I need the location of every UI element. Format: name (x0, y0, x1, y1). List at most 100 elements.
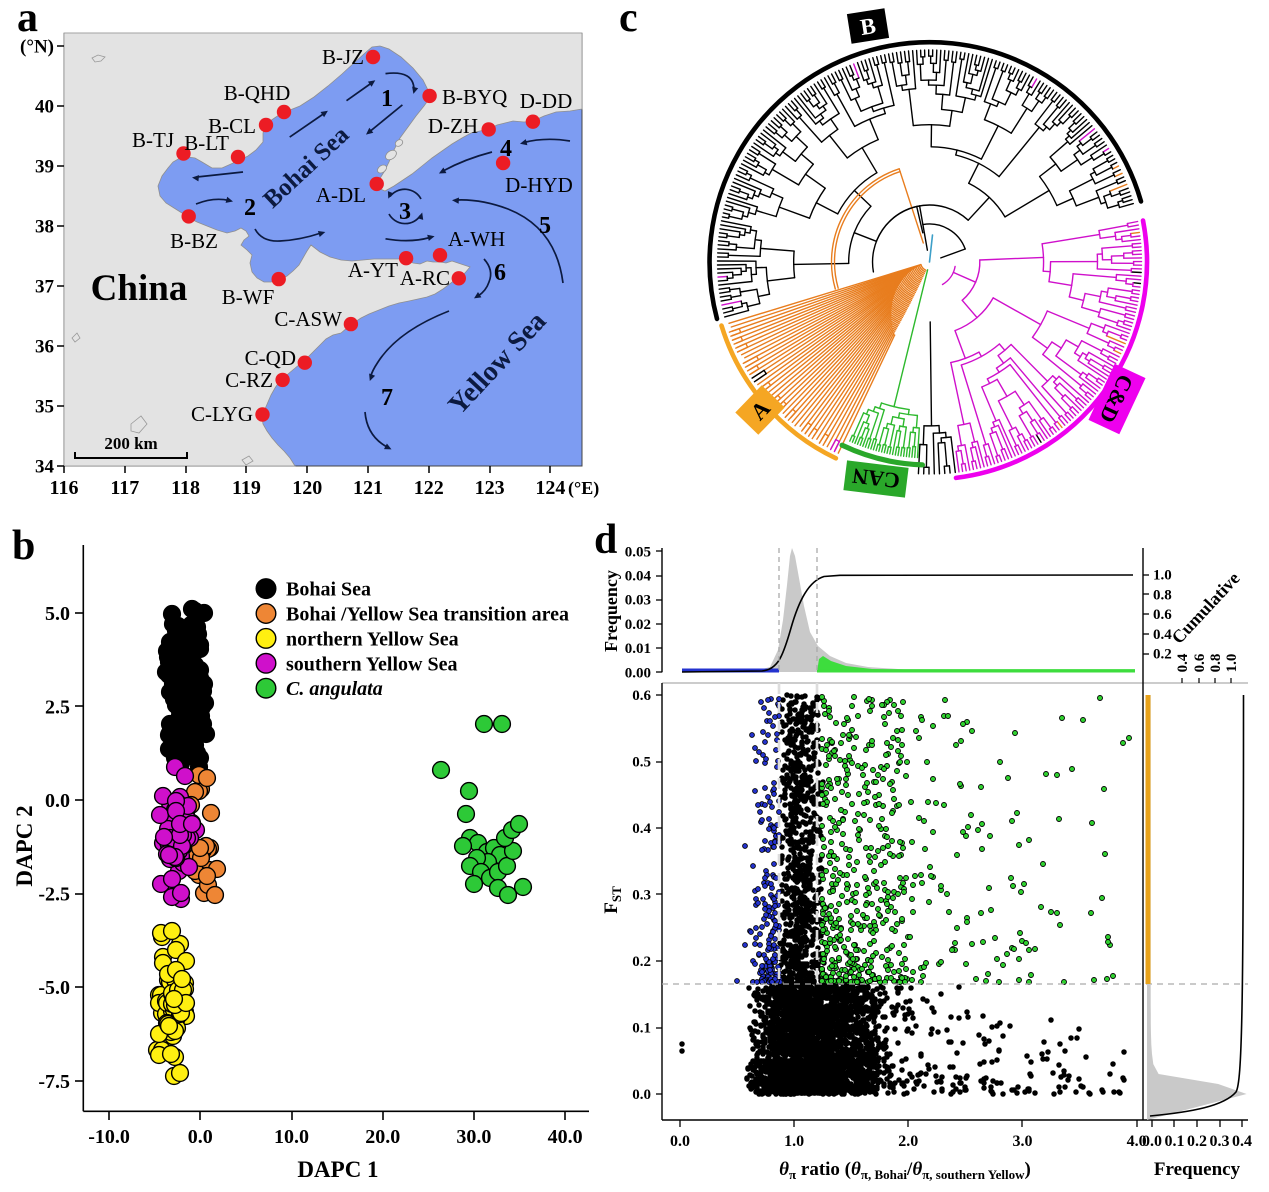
svg-text:0.0: 0.0 (632, 1087, 651, 1103)
svg-text:0.00: 0.00 (625, 665, 651, 681)
svg-text:34: 34 (35, 457, 55, 478)
svg-text:0.4: 0.4 (1175, 653, 1191, 672)
svg-text:A-RC: A-RC (400, 266, 450, 290)
svg-text:0.0: 0.0 (1142, 1133, 1162, 1150)
svg-text:-10.0: -10.0 (88, 1126, 130, 1148)
svg-text:0.2: 0.2 (1153, 647, 1172, 663)
svg-text:2.5: 2.5 (45, 696, 70, 718)
svg-text:B-JZ: B-JZ (322, 45, 364, 69)
svg-text:Frequency: Frequency (601, 570, 621, 652)
svg-text:6: 6 (494, 260, 506, 286)
svg-text:0.1: 0.1 (632, 1021, 651, 1037)
svg-text:Cumulative: Cumulative (1168, 568, 1244, 647)
svg-text:35: 35 (35, 397, 54, 418)
svg-text:FST: FST (601, 886, 624, 914)
svg-text:124: 124 (535, 477, 565, 499)
svg-text:B: B (859, 13, 878, 40)
svg-text:4.0: 4.0 (1127, 1133, 1147, 1150)
svg-text:37: 37 (35, 277, 55, 298)
svg-text:-7.5: -7.5 (38, 1071, 70, 1093)
svg-text:DAPC 2: DAPC 2 (12, 805, 37, 886)
svg-text:-5.0: -5.0 (38, 977, 70, 999)
svg-text:4: 4 (500, 136, 512, 162)
svg-text:0.1: 0.1 (1165, 1133, 1185, 1150)
svg-text:0.03: 0.03 (625, 593, 651, 609)
svg-text:1.0: 1.0 (1153, 568, 1172, 584)
svg-text:DAPC 1: DAPC 1 (297, 1157, 378, 1182)
svg-text:5: 5 (539, 213, 551, 239)
svg-text:B-BZ: B-BZ (170, 229, 218, 253)
svg-text:40.0: 40.0 (548, 1126, 583, 1148)
svg-text:C-ASW: C-ASW (274, 307, 342, 331)
svg-text:0.8: 0.8 (1208, 654, 1224, 673)
svg-text:38: 38 (35, 217, 54, 238)
svg-text:Bohai /Yellow Sea transition a: Bohai /Yellow Sea transition area (286, 604, 569, 626)
svg-text:0.01: 0.01 (625, 641, 651, 657)
svg-text:A-WH: A-WH (448, 227, 505, 251)
svg-text:1.0: 1.0 (784, 1133, 804, 1150)
svg-text:southern Yellow Sea: southern Yellow Sea (286, 653, 457, 675)
svg-text:0.02: 0.02 (625, 617, 651, 633)
svg-text:θπ ratio (θπ, Bohai/θπ, southe: θπ ratio (θπ, Bohai/θπ, southern Yellow) (779, 1159, 1031, 1182)
svg-text:0.6: 0.6 (632, 688, 651, 704)
svg-text:Bohai Sea: Bohai Sea (286, 579, 371, 601)
svg-text:30.0: 30.0 (456, 1126, 491, 1148)
svg-text:A-DL: A-DL (316, 183, 366, 207)
svg-text:C-RZ: C-RZ (225, 368, 273, 392)
svg-text:121: 121 (353, 477, 383, 499)
svg-text:0.0: 0.0 (45, 790, 70, 812)
svg-text:0.6: 0.6 (1192, 653, 1208, 672)
svg-text:3: 3 (399, 199, 411, 225)
svg-text:2: 2 (244, 195, 256, 221)
svg-text:5.0: 5.0 (45, 603, 70, 625)
svg-text:B-CL: B-CL (208, 114, 256, 138)
svg-text:0.8: 0.8 (1153, 587, 1172, 603)
svg-text:3.0: 3.0 (1012, 1133, 1032, 1150)
svg-text:40: 40 (35, 97, 54, 118)
svg-text:10.0: 10.0 (274, 1126, 309, 1148)
svg-text:0.0: 0.0 (670, 1133, 690, 1150)
svg-text:D-DD: D-DD (520, 89, 573, 113)
svg-text:CAN: CAN (851, 463, 901, 494)
svg-text:117: 117 (110, 477, 139, 499)
svg-text:B-WF: B-WF (222, 285, 275, 309)
svg-text:A-YT: A-YT (348, 258, 398, 282)
svg-text:1: 1 (381, 86, 393, 112)
svg-text:-2.5: -2.5 (38, 884, 70, 906)
svg-text:0.3: 0.3 (632, 888, 651, 904)
svg-text:0.05: 0.05 (625, 544, 651, 560)
svg-text:122: 122 (414, 477, 444, 499)
svg-text:China: China (91, 268, 188, 309)
svg-text:20.0: 20.0 (365, 1126, 400, 1148)
svg-text:B-TJ: B-TJ (132, 128, 174, 152)
svg-text:(°N): (°N) (20, 37, 54, 58)
svg-text:116: 116 (50, 477, 79, 499)
svg-text:36: 36 (35, 337, 54, 358)
svg-text:0.04: 0.04 (625, 569, 652, 585)
svg-text:0.3: 0.3 (1210, 1133, 1230, 1150)
svg-text:C-QD: C-QD (245, 346, 296, 370)
svg-text:0.6: 0.6 (1153, 607, 1172, 623)
svg-text:B-QHD: B-QHD (224, 81, 291, 105)
svg-text:C. angulata: C. angulata (286, 678, 383, 700)
svg-text:northern Yellow Sea: northern Yellow Sea (286, 628, 459, 650)
svg-text:0.2: 0.2 (632, 954, 651, 970)
svg-text:C-LYG: C-LYG (191, 402, 253, 426)
svg-text:B-BYQ: B-BYQ (442, 85, 507, 109)
svg-text:(°E): (°E) (568, 478, 599, 499)
svg-text:B-LT: B-LT (184, 131, 229, 155)
svg-text:0.4: 0.4 (1232, 1133, 1252, 1150)
svg-text:119: 119 (232, 477, 261, 499)
svg-text:123: 123 (475, 477, 505, 499)
svg-text:120: 120 (292, 477, 322, 499)
svg-text:D-HYD: D-HYD (505, 173, 573, 197)
svg-text:1.0: 1.0 (1224, 654, 1240, 673)
svg-text:0.5: 0.5 (632, 755, 651, 771)
svg-text:0.4: 0.4 (632, 821, 651, 837)
svg-text:Frequency: Frequency (1154, 1159, 1241, 1180)
svg-text:D-ZH: D-ZH (428, 114, 478, 138)
svg-text:2.0: 2.0 (898, 1133, 918, 1150)
svg-text:0.0: 0.0 (188, 1126, 213, 1148)
svg-text:7: 7 (381, 385, 393, 411)
svg-text:39: 39 (35, 157, 54, 178)
